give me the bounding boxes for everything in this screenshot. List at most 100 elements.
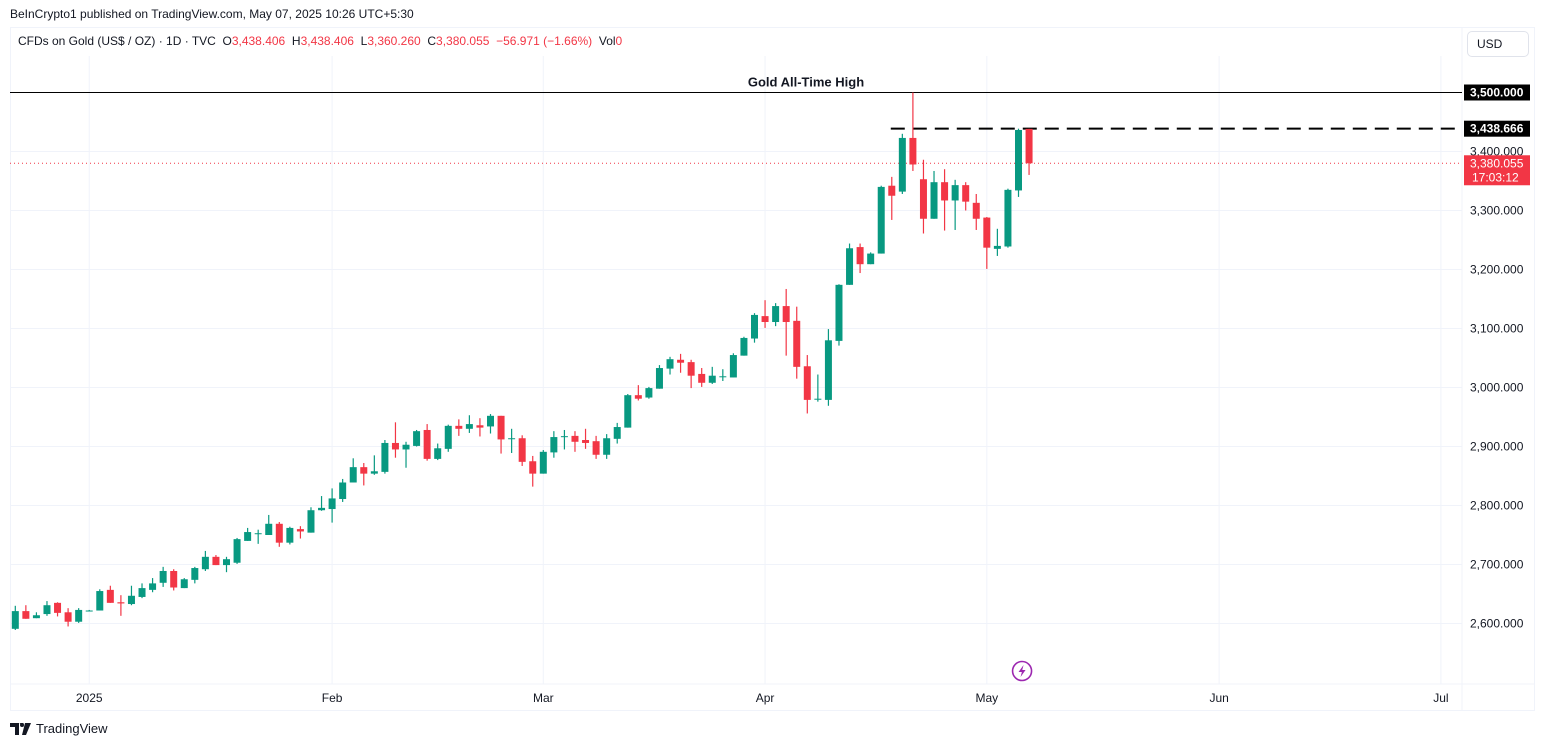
- candle[interactable]: [951, 179, 959, 230]
- candle[interactable]: [223, 556, 230, 573]
- candle[interactable]: [497, 415, 505, 454]
- candle[interactable]: [972, 193, 980, 230]
- candle[interactable]: [106, 585, 114, 603]
- candle[interactable]: [772, 303, 780, 327]
- candle[interactable]: [803, 355, 811, 414]
- candle[interactable]: [560, 429, 568, 450]
- candle[interactable]: [582, 428, 590, 449]
- candle[interactable]: [761, 300, 769, 328]
- candle[interactable]: [191, 566, 199, 584]
- candle[interactable]: [159, 566, 167, 587]
- candle[interactable]: [254, 529, 262, 544]
- candle[interactable]: [962, 182, 970, 211]
- candle[interactable]: [296, 526, 304, 539]
- candle[interactable]: [624, 393, 632, 428]
- candle[interactable]: [677, 353, 685, 373]
- candle[interactable]: [180, 578, 188, 589]
- candle[interactable]: [423, 424, 431, 461]
- candle[interactable]: [814, 374, 822, 402]
- candle[interactable]: [983, 216, 991, 269]
- candle[interactable]: [613, 422, 621, 444]
- candle[interactable]: [138, 583, 146, 599]
- candle[interactable]: [444, 424, 452, 452]
- candle[interactable]: [22, 605, 30, 619]
- candle[interactable]: [708, 366, 716, 384]
- candle[interactable]: [413, 429, 421, 447]
- candle[interactable]: [687, 359, 695, 389]
- candle[interactable]: [201, 550, 209, 571]
- candle[interactable]: [1015, 128, 1022, 197]
- candle[interactable]: [835, 284, 843, 346]
- candle[interactable]: [666, 356, 674, 375]
- candle[interactable]: [149, 578, 157, 593]
- candle[interactable]: [43, 601, 51, 616]
- candle[interactable]: [751, 313, 758, 343]
- candle[interactable]: [1004, 188, 1012, 248]
- candle[interactable]: [455, 419, 463, 436]
- candle[interactable]: [370, 455, 378, 475]
- candle[interactable]: [127, 585, 135, 606]
- candle[interactable]: [170, 569, 178, 591]
- candle[interactable]: [85, 609, 93, 612]
- candle[interactable]: [529, 455, 537, 487]
- candle[interactable]: [212, 555, 220, 566]
- symbol-name[interactable]: CFDs on Gold (US$ / OZ) · 1D · TVC: [18, 34, 216, 48]
- candle[interactable]: [550, 431, 558, 458]
- lightning-icon[interactable]: [1011, 660, 1033, 682]
- candle[interactable]: [360, 463, 368, 486]
- candle[interactable]: [339, 478, 347, 502]
- candle[interactable]: [571, 431, 579, 452]
- candle[interactable]: [603, 434, 611, 459]
- candle[interactable]: [930, 170, 938, 219]
- candle[interactable]: [508, 428, 516, 453]
- candle[interactable]: [1025, 128, 1033, 175]
- candle[interactable]: [54, 602, 62, 617]
- candle[interactable]: [782, 288, 790, 356]
- candle[interactable]: [518, 435, 526, 466]
- candle[interactable]: [592, 435, 600, 459]
- candle[interactable]: [286, 526, 294, 545]
- candle[interactable]: [349, 458, 357, 483]
- candle[interactable]: [793, 306, 801, 379]
- candle[interactable]: [328, 488, 336, 523]
- candle[interactable]: [275, 522, 283, 547]
- candle[interactable]: [487, 414, 494, 434]
- candle[interactable]: [381, 440, 389, 474]
- candle[interactable]: [941, 169, 949, 231]
- candle[interactable]: [919, 159, 927, 234]
- candle[interactable]: [888, 176, 896, 220]
- currency-button[interactable]: USD: [1467, 31, 1529, 57]
- candle[interactable]: [434, 443, 442, 461]
- candle[interactable]: [402, 441, 410, 468]
- candle[interactable]: [465, 415, 473, 433]
- candle[interactable]: [96, 589, 104, 611]
- candle[interactable]: [244, 527, 252, 541]
- candle[interactable]: [307, 507, 315, 533]
- candle[interactable]: [117, 595, 125, 616]
- candle[interactable]: [909, 92, 917, 171]
- candle[interactable]: [265, 514, 273, 535]
- candle[interactable]: [993, 228, 1001, 256]
- candle[interactable]: [655, 365, 663, 389]
- candle[interactable]: [75, 608, 83, 623]
- candle[interactable]: [898, 133, 906, 194]
- candle[interactable]: [729, 353, 737, 378]
- candle[interactable]: [11, 605, 19, 630]
- candle[interactable]: [698, 368, 706, 387]
- candle[interactable]: [391, 422, 399, 458]
- candle[interactable]: [539, 450, 547, 474]
- candle[interactable]: [318, 496, 326, 511]
- tradingview-brand[interactable]: TradingView: [10, 721, 108, 736]
- candle[interactable]: [877, 185, 885, 254]
- candle[interactable]: [645, 386, 653, 399]
- candle[interactable]: [824, 329, 832, 406]
- candle[interactable]: [476, 418, 484, 437]
- candle[interactable]: [867, 252, 875, 265]
- candle[interactable]: [64, 608, 72, 627]
- candle[interactable]: [740, 336, 748, 356]
- candle[interactable]: [634, 385, 642, 401]
- candle[interactable]: [719, 369, 727, 382]
- candle[interactable]: [233, 537, 241, 564]
- candle[interactable]: [32, 612, 40, 619]
